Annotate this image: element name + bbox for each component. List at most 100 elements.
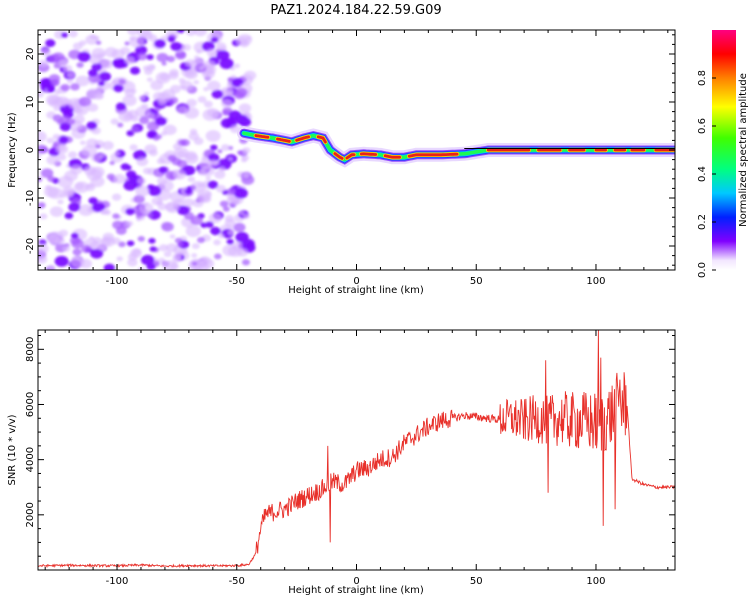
noise-blob <box>59 122 72 132</box>
noise-blob <box>47 175 56 183</box>
noise-blob <box>214 170 226 179</box>
noise-blob <box>128 174 138 182</box>
noise-blob <box>159 180 174 192</box>
noise-blob <box>48 74 61 83</box>
colorbar-gradient <box>712 30 736 270</box>
noise-blob <box>49 206 64 217</box>
noise-blob <box>146 54 154 60</box>
spectrogram-x-tick-label: -50 <box>229 276 245 287</box>
noise-blob <box>189 128 198 135</box>
noise-blob <box>52 133 61 140</box>
noise-blob <box>61 32 69 38</box>
noise-blob <box>70 256 85 268</box>
noise-blob <box>163 251 172 258</box>
noise-blob <box>172 169 187 180</box>
noise-blob <box>154 39 166 49</box>
noise-blob <box>226 187 237 195</box>
noise-blob <box>138 95 146 101</box>
noise-blob <box>191 243 200 250</box>
noise-blob <box>169 234 176 239</box>
noise-blob <box>172 143 182 150</box>
spectrogram-x-tick-label: -100 <box>106 276 129 287</box>
noise-blob <box>146 64 156 72</box>
noise-blob <box>197 189 212 201</box>
noise-blob <box>64 212 74 220</box>
noise-blob <box>213 253 222 260</box>
snr-plot-area <box>38 330 675 569</box>
noise-blob <box>57 153 67 161</box>
noise-blob <box>146 263 156 270</box>
noise-blob <box>184 107 200 119</box>
noise-blob <box>184 153 199 164</box>
noise-blob <box>206 48 217 57</box>
noise-blob <box>151 196 163 206</box>
noise-blob <box>66 71 75 79</box>
noise-blob <box>58 59 68 67</box>
noise-blob <box>155 107 161 112</box>
noise-blob <box>68 202 81 212</box>
noise-blob <box>165 202 180 213</box>
noise-blob <box>167 36 176 43</box>
colorbar-label: Normalized spectral amplitude <box>738 73 749 227</box>
noise-blob <box>67 151 78 159</box>
noise-blob <box>148 185 162 196</box>
noise-blob <box>106 173 116 181</box>
snr-x-ticks: -100 -50 0 50 100 <box>44 330 669 587</box>
noise-blob <box>116 256 123 262</box>
noise-blob <box>112 213 120 219</box>
noise-blob <box>111 49 125 60</box>
noise-blob <box>38 131 47 142</box>
noise-blob <box>208 213 222 224</box>
noise-blob <box>118 241 126 248</box>
noise-blob <box>238 103 252 113</box>
noise-blob <box>38 144 48 154</box>
spectrogram-y-ticks: -20 -10 0 10 20 <box>25 34 675 266</box>
noise-blob <box>54 89 61 95</box>
snr-y-tick-label: 4000 <box>25 447 36 472</box>
snr-x-tick-label: -100 <box>106 576 129 587</box>
noise-blob <box>38 202 46 209</box>
noise-blob <box>133 194 145 204</box>
colorbar-tick-label: 0.4 <box>697 166 708 182</box>
colorbar-tick-label: 0.2 <box>697 214 708 230</box>
noise-blob <box>47 234 60 244</box>
snr-y-tick-label: 6000 <box>25 392 36 417</box>
noise-blob <box>38 154 42 159</box>
noise-blob <box>207 180 219 189</box>
colorbar-tick-label: 0.6 <box>697 118 708 134</box>
noise-blob <box>157 203 167 211</box>
noise-blob <box>172 253 182 261</box>
noise-blob <box>237 150 244 155</box>
ridge-core-red <box>383 154 401 159</box>
noise-blob <box>100 210 107 215</box>
noise-blob <box>55 144 69 154</box>
noise-blob <box>46 86 56 93</box>
ridge-core-red <box>345 153 356 160</box>
noise-blob <box>197 237 205 244</box>
noise-blob <box>233 187 248 199</box>
noise-blob <box>150 80 164 91</box>
noise-blob <box>103 263 115 270</box>
noise-blob <box>219 58 234 70</box>
noise-blob <box>177 242 184 248</box>
noise-blob <box>233 63 241 69</box>
noise-blob <box>210 144 218 151</box>
noise-blob <box>142 167 152 175</box>
noise-blob <box>219 200 229 208</box>
noise-blob <box>73 181 90 194</box>
ridge-core-red <box>295 135 310 142</box>
colorbar-tick-label: 0.0 <box>697 262 708 278</box>
noise-blob <box>86 88 102 100</box>
noise-blob <box>218 233 225 239</box>
noise-blob <box>243 213 250 219</box>
noise-blob <box>177 106 188 114</box>
noise-blob <box>98 80 105 87</box>
noise-blob <box>126 220 134 227</box>
noise-blob <box>40 168 54 178</box>
noise-blob <box>98 71 112 82</box>
noise-blob <box>60 115 70 124</box>
noise-blob <box>40 48 52 57</box>
noise-blob <box>176 30 185 34</box>
noise-blob <box>168 71 179 80</box>
